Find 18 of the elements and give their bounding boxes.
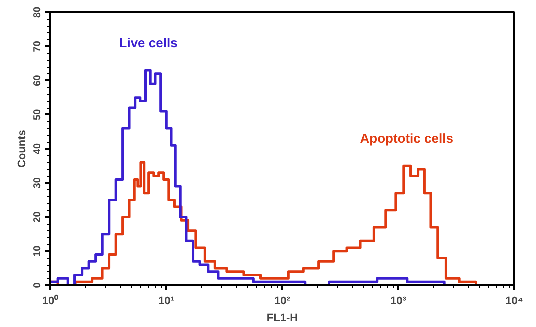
x-tick-label: 10³ — [390, 296, 407, 308]
x-axis-title: FL1-H — [266, 312, 298, 324]
y-tick-label: 60 — [32, 74, 44, 86]
y-tick-label: 50 — [32, 108, 44, 120]
text: Live cells — [119, 36, 178, 51]
x-tick-label: 10² — [274, 296, 291, 308]
y-tick-label: 40 — [32, 143, 44, 155]
x-tick-label: 10⁴ — [506, 296, 524, 308]
y-tick-label: 70 — [32, 40, 44, 52]
y-tick-label: 20 — [32, 211, 44, 223]
x-tick-label: 10¹ — [158, 296, 175, 308]
y-axis-title: Counts — [16, 130, 28, 168]
y-tick-label: 30 — [32, 177, 44, 189]
x-tick-label: 10⁰ — [42, 294, 59, 308]
y-tick-label: 80 — [32, 6, 44, 18]
text: Apoptotic cells — [360, 131, 454, 146]
y-tick-label: 10 — [32, 245, 44, 257]
y-tick-label: 0 — [32, 282, 44, 288]
